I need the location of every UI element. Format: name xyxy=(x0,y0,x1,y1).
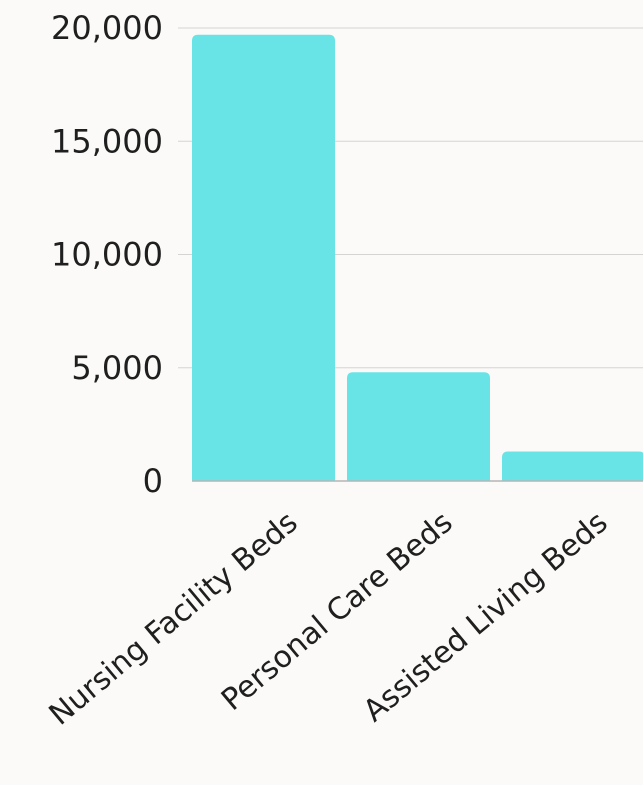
bars xyxy=(192,34,643,482)
y-tick-label: 5,000 xyxy=(71,349,163,387)
bar-personal-care-beds xyxy=(347,372,490,481)
bar-assisted-living-beds xyxy=(502,451,643,481)
bar-nursing-facility-beds xyxy=(192,34,335,482)
y-tick-label: 0 xyxy=(143,462,163,500)
y-tick-label: 20,000 xyxy=(51,9,163,47)
y-tick-label: 15,000 xyxy=(51,122,163,160)
y-tick-label: 10,000 xyxy=(51,236,163,274)
y-axis-ticks: 0 5,000 10,000 15,000 20,000 xyxy=(51,9,163,500)
x-tick-label: Nursing Facility Beds xyxy=(43,505,305,733)
